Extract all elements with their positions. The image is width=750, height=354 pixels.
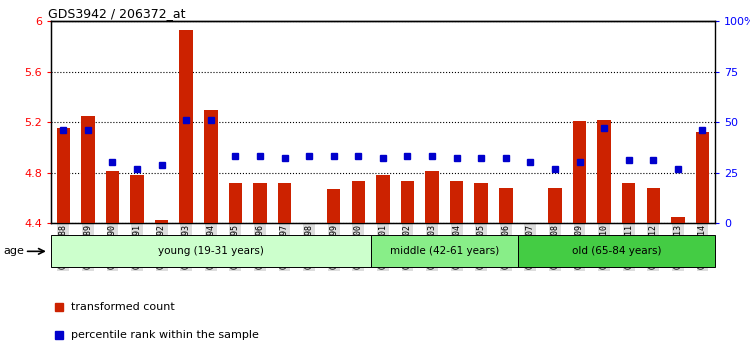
Bar <box>622 183 635 223</box>
Bar <box>130 175 144 223</box>
Bar <box>524 223 537 270</box>
Bar <box>278 183 291 223</box>
Bar <box>352 181 365 223</box>
Bar <box>548 188 562 223</box>
Bar <box>376 175 390 223</box>
Bar <box>400 181 414 223</box>
Bar <box>56 129 70 223</box>
Bar <box>81 116 94 223</box>
Bar <box>696 132 709 223</box>
Bar <box>229 183 242 223</box>
Bar <box>475 183 488 223</box>
Bar <box>518 235 715 267</box>
Bar <box>204 109 218 223</box>
Text: percentile rank within the sample: percentile rank within the sample <box>71 330 259 341</box>
Text: young (19-31 years): young (19-31 years) <box>158 246 264 256</box>
Text: old (65-84 years): old (65-84 years) <box>572 246 662 256</box>
Bar <box>597 120 611 223</box>
Bar <box>106 171 119 223</box>
Bar <box>370 235 518 267</box>
Text: transformed count: transformed count <box>71 302 175 312</box>
Bar <box>425 171 439 223</box>
Bar <box>646 188 660 223</box>
Bar <box>51 235 370 267</box>
Bar <box>179 30 193 223</box>
Bar <box>254 183 267 223</box>
Text: age: age <box>4 246 25 256</box>
Text: middle (42-61 years): middle (42-61 years) <box>390 246 499 256</box>
Bar <box>499 188 512 223</box>
Bar <box>327 189 340 223</box>
Bar <box>154 221 169 223</box>
Bar <box>450 181 464 223</box>
Text: GDS3942 / 206372_at: GDS3942 / 206372_at <box>48 7 185 20</box>
Bar <box>671 217 685 223</box>
Bar <box>573 121 586 223</box>
